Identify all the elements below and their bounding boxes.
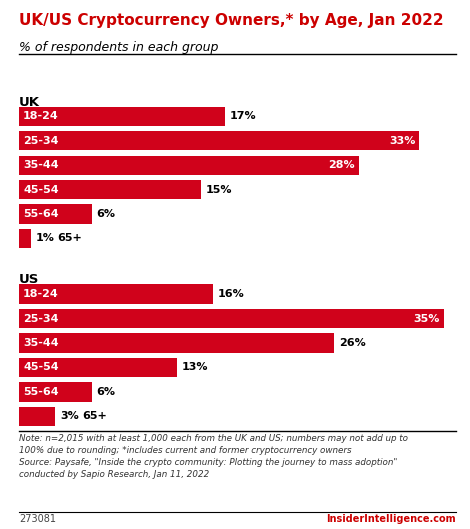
Text: 1%: 1% (36, 233, 55, 243)
Text: 17%: 17% (230, 111, 257, 121)
Text: 25-34: 25-34 (23, 314, 59, 324)
Text: 273081: 273081 (19, 514, 56, 524)
Text: 15%: 15% (206, 185, 232, 195)
Text: 13%: 13% (181, 362, 208, 372)
Text: 33%: 33% (389, 136, 415, 146)
Bar (19, 407, 55, 426)
Bar (19, 382, 92, 402)
Bar (19, 107, 225, 126)
Text: US: US (19, 273, 39, 286)
Text: 6%: 6% (96, 209, 116, 219)
Bar (19, 229, 31, 248)
Text: 28%: 28% (328, 160, 354, 170)
Text: 65+: 65+ (58, 233, 82, 243)
Text: 35-44: 35-44 (23, 160, 59, 170)
Text: 26%: 26% (339, 338, 366, 348)
Bar (19, 131, 420, 150)
Text: Note: n=2,015 with at least 1,000 each from the UK and US; numbers may not add u: Note: n=2,015 with at least 1,000 each f… (19, 434, 408, 479)
Text: 16%: 16% (218, 289, 245, 299)
Text: 3%: 3% (60, 411, 79, 421)
Text: 45-54: 45-54 (23, 185, 59, 195)
Bar (19, 309, 444, 328)
Text: 6%: 6% (96, 387, 116, 397)
Text: 18-24: 18-24 (23, 289, 59, 299)
Text: UK: UK (19, 96, 40, 108)
Bar (19, 285, 213, 304)
Text: 45-54: 45-54 (23, 362, 59, 372)
Text: 55-64: 55-64 (23, 209, 59, 219)
Text: 18-24: 18-24 (23, 111, 59, 121)
Text: 35-44: 35-44 (23, 338, 59, 348)
Text: InsiderIntelligence.com: InsiderIntelligence.com (326, 514, 456, 524)
Text: 25-34: 25-34 (23, 136, 59, 146)
Bar (19, 156, 359, 175)
Text: % of respondents in each group: % of respondents in each group (19, 41, 218, 54)
Bar (19, 333, 335, 353)
Text: 35%: 35% (413, 314, 439, 324)
Text: UK/US Cryptocurrency Owners,* by Age, Jan 2022: UK/US Cryptocurrency Owners,* by Age, Ja… (19, 13, 443, 28)
Bar (19, 204, 92, 224)
Bar (19, 180, 201, 199)
Text: 65+: 65+ (82, 411, 107, 421)
Text: 55-64: 55-64 (23, 387, 59, 397)
Bar (19, 358, 177, 377)
